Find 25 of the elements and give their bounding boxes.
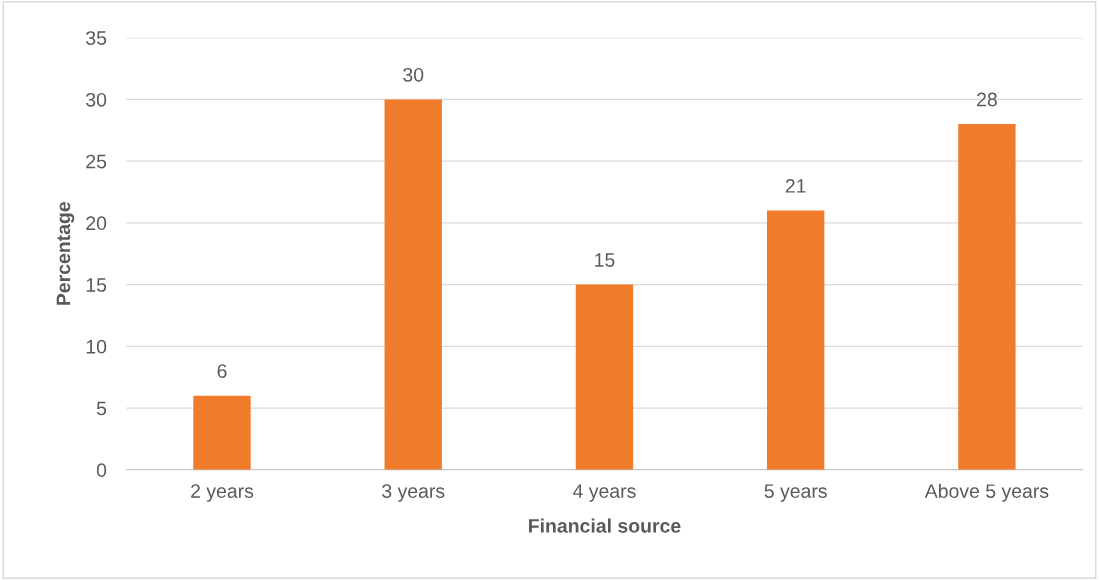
y-tick-label: 25 [86, 154, 107, 169]
data-label: 6 [217, 364, 227, 378]
x-tick-label: 4 years [573, 484, 636, 502]
bar [958, 124, 1016, 470]
bar [193, 395, 251, 470]
y-tick-label: 0 [96, 463, 107, 478]
x-axis-title: Financial source [529, 518, 681, 533]
y-tick-label: 30 [86, 92, 107, 107]
x-tick-label: 2 years [191, 484, 254, 502]
bar [766, 210, 825, 470]
y-tick-label: 5 [96, 401, 107, 416]
y-tick-label: 20 [86, 216, 107, 231]
data-label: 30 [403, 67, 424, 82]
data-label: 15 [595, 253, 615, 267]
x-tick-label: Above 5 years [924, 483, 1049, 502]
data-label: 28 [977, 92, 997, 107]
y-tick-label: 10 [86, 339, 107, 354]
y-tick-label: 35 [86, 31, 107, 45]
y-tick-label: 15 [86, 278, 107, 292]
bar [575, 284, 634, 470]
y-axis-title: Percentage [56, 201, 75, 305]
data-label: 21 [785, 179, 806, 193]
x-tick-label: 3 years [382, 484, 445, 502]
bar [384, 99, 442, 470]
x-tick-label: 5 years [764, 484, 827, 502]
